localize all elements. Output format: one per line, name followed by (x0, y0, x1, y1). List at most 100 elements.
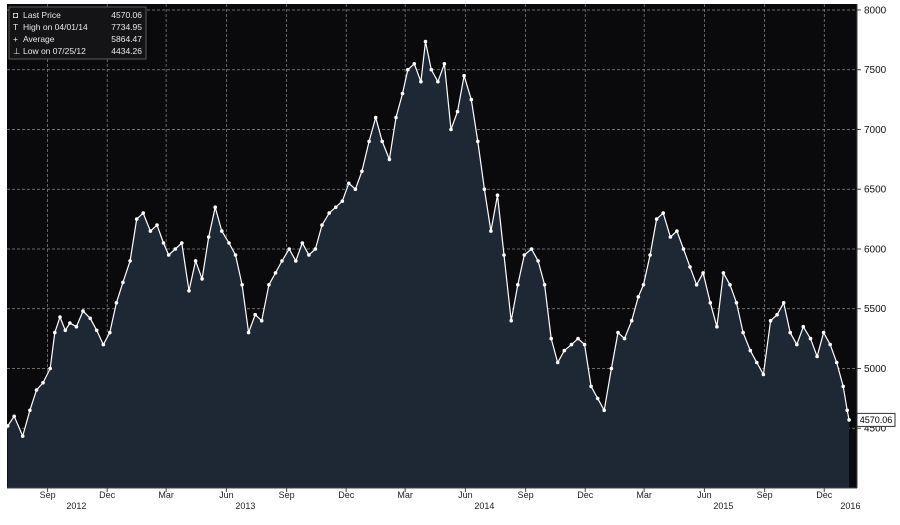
data-point (768, 318, 773, 323)
data-point (220, 229, 224, 233)
data-point (246, 330, 251, 335)
data-point (353, 187, 358, 191)
point-markers (5, 39, 851, 438)
data-point (367, 139, 371, 144)
data-point (694, 283, 699, 287)
series-area (7, 41, 850, 488)
data-point (259, 318, 264, 323)
data-point (436, 79, 440, 84)
data-point (387, 157, 392, 162)
y-tick-label: 7000 (864, 125, 887, 136)
data-point (400, 91, 405, 96)
legend-symbol-high: T (13, 22, 18, 32)
y-axis-ticks: 4500 5000 5500 6000 6500 7000 7500 8000 (856, 4, 887, 488)
data-point (20, 434, 25, 438)
x-axis-ticks: Sep Dec Mar Jun Sep Dec Mar Jun Sep Dec Mar Jun Sep D… (7, 487, 860, 511)
series-line (7, 41, 850, 438)
x-year-label: 2013 (235, 501, 255, 511)
data-point (155, 223, 159, 227)
data-point (48, 366, 52, 371)
data-point (828, 342, 832, 347)
data-point (748, 348, 753, 353)
data-point (327, 211, 332, 215)
x-tick-label: Mar (397, 490, 413, 500)
y-tick-label: 6500 (864, 185, 887, 196)
data-point (12, 414, 16, 419)
x-year-label: 2016 (840, 501, 860, 511)
data-point (516, 283, 520, 287)
y-tick-label: 6000 (864, 244, 887, 255)
y-tick-label: 7500 (864, 65, 887, 76)
data-point (509, 318, 513, 323)
data-point (360, 169, 364, 174)
data-point (681, 247, 686, 251)
data-point (728, 283, 732, 287)
data-point (701, 271, 705, 275)
legend-value-high: 7734.95 (111, 22, 142, 32)
data-point (715, 324, 719, 329)
data-point (582, 342, 587, 347)
legend-label-low: Low on 07/25/12 (23, 46, 86, 56)
data-point (668, 235, 673, 239)
data-point (602, 408, 606, 413)
data-point (476, 139, 480, 144)
data-point (489, 229, 493, 233)
data-point (294, 259, 298, 263)
data-point (761, 372, 766, 377)
data-point (576, 336, 580, 341)
data-point (834, 360, 839, 365)
legend-symbol-last-price: ◘ (13, 10, 18, 20)
data-point (734, 301, 739, 305)
data-point (741, 330, 745, 335)
data-point (636, 295, 641, 299)
data-point (549, 336, 553, 341)
legend-label-last-price: Last Price (23, 10, 61, 20)
data-point (74, 324, 79, 329)
legend-value-last-price: 4570.06 (111, 10, 142, 20)
data-point (801, 324, 806, 329)
data-point (227, 241, 231, 245)
data-point (675, 229, 679, 233)
data-point (68, 321, 72, 325)
data-point (495, 193, 500, 197)
data-point (845, 408, 849, 413)
x-tick-label: Dec (338, 490, 355, 500)
x-tick-label: Sep (757, 490, 773, 500)
data-point (469, 97, 474, 102)
data-point (449, 127, 453, 132)
x-tick-label: Mar (158, 490, 174, 500)
data-point (380, 139, 385, 144)
data-point (5, 424, 10, 428)
data-point (300, 241, 305, 245)
data-point (121, 280, 125, 285)
data-point (616, 330, 620, 335)
data-point (280, 259, 284, 263)
data-point (307, 253, 311, 257)
data-point (821, 330, 826, 335)
data-point (233, 253, 238, 257)
data-point (173, 247, 178, 251)
data-point (287, 247, 292, 251)
legend-label-average: Average (23, 34, 55, 44)
data-point (629, 318, 634, 323)
x-tick-label: Jun (219, 490, 234, 500)
data-point (166, 253, 171, 257)
data-point (88, 316, 92, 321)
data-point (462, 73, 466, 78)
data-point (373, 115, 378, 120)
data-point (808, 336, 813, 341)
data-point (161, 241, 166, 245)
legend-value-average: 5864.47 (111, 34, 142, 44)
data-point (206, 235, 211, 239)
last-price-tag-box (856, 412, 896, 427)
data-point (273, 271, 278, 275)
y-tick-label: 8000 (864, 5, 887, 16)
legend-symbol-low: ⊥ (13, 46, 21, 56)
data-point (114, 301, 119, 305)
data-point (41, 381, 45, 385)
data-point (423, 39, 428, 44)
y-tick-label: 5000 (864, 364, 887, 375)
data-point (58, 315, 62, 319)
